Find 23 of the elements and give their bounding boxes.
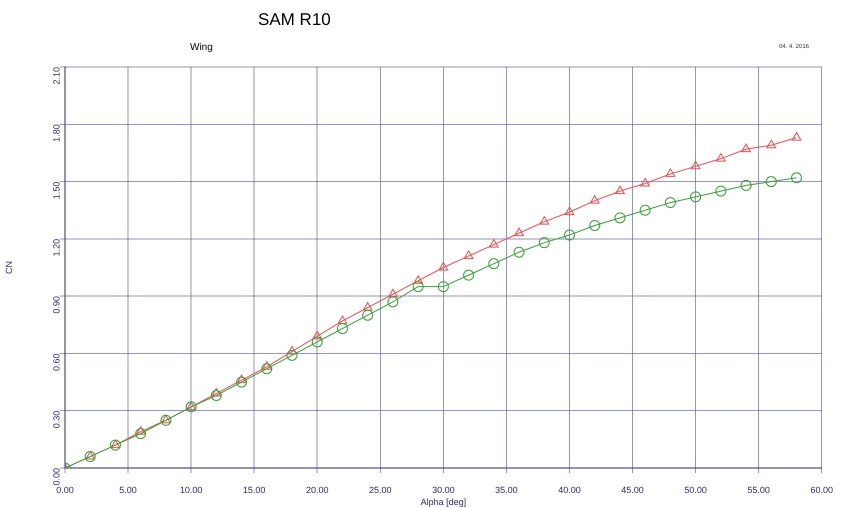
y-tick-label: 1.50 [51,182,62,200]
chart-title: SAM R10 [258,10,331,30]
x-tick-label: 60.00 [810,484,834,495]
y-tick-label: 0.30 [51,410,62,428]
y-axis-title: CN [4,261,14,274]
y-tick-label: 2.10 [51,67,62,85]
chart-subtitle: Wing [190,42,213,53]
x-tick-label: 30.00 [432,484,455,495]
y-tick-label: 0.90 [51,296,62,314]
y-tick-label: 0.60 [51,353,62,371]
x-tick-label: 15.00 [242,484,266,495]
x-tick-label: 50.00 [684,484,707,495]
y-tick-label: 1.20 [51,238,62,256]
x-tick-label: 55.00 [747,484,770,495]
x-tick-label: 40.00 [558,484,581,495]
x-tick-label: 10.00 [180,484,202,495]
y-tick-label: 1.80 [51,124,62,142]
x-tick-label: 35.00 [495,484,518,495]
x-tick-label: 45.00 [621,484,644,495]
x-axis-title: Alpha [deg] [420,497,466,508]
x-tick-label: 25.00 [369,484,392,495]
x-tick-label: 5.00 [119,484,137,495]
x-tick-label: 20.00 [306,484,329,495]
